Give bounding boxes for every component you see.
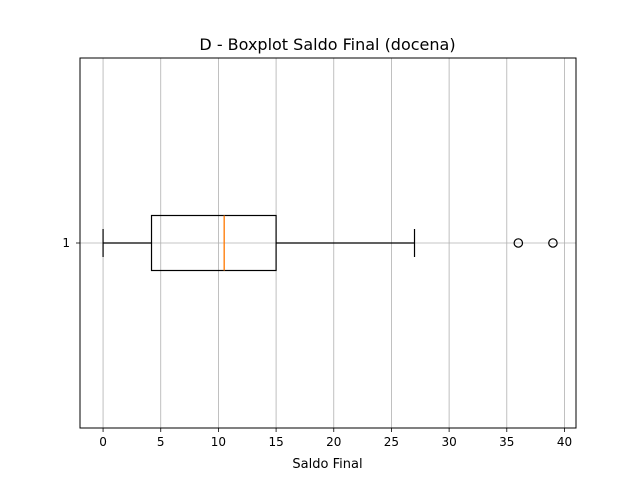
x-tick-label: 40 [557, 435, 572, 449]
iqr-box [150, 214, 277, 272]
x-tick-label: 30 [441, 435, 456, 449]
x-tick-label: 20 [326, 435, 341, 449]
x-tick-label: 0 [99, 435, 107, 449]
x-tick-label: 5 [157, 435, 165, 449]
x-tick-label: 35 [499, 435, 514, 449]
x-tick-label: 10 [211, 435, 226, 449]
outlier-point [548, 238, 558, 248]
x-axis-label: Saldo Final [292, 457, 362, 472]
chart-title: D - Boxplot Saldo Final (docena) [199, 35, 455, 54]
outlier-point [513, 238, 524, 248]
x-axis: 0 5 10 15 20 25 30 35 40 [99, 428, 572, 449]
x-tick-label: 15 [268, 435, 283, 449]
y-tick-label: 1 [62, 236, 70, 250]
x-tick-label: 25 [384, 435, 399, 449]
box-layer [102, 214, 558, 272]
y-axis: 1 [62, 236, 80, 250]
